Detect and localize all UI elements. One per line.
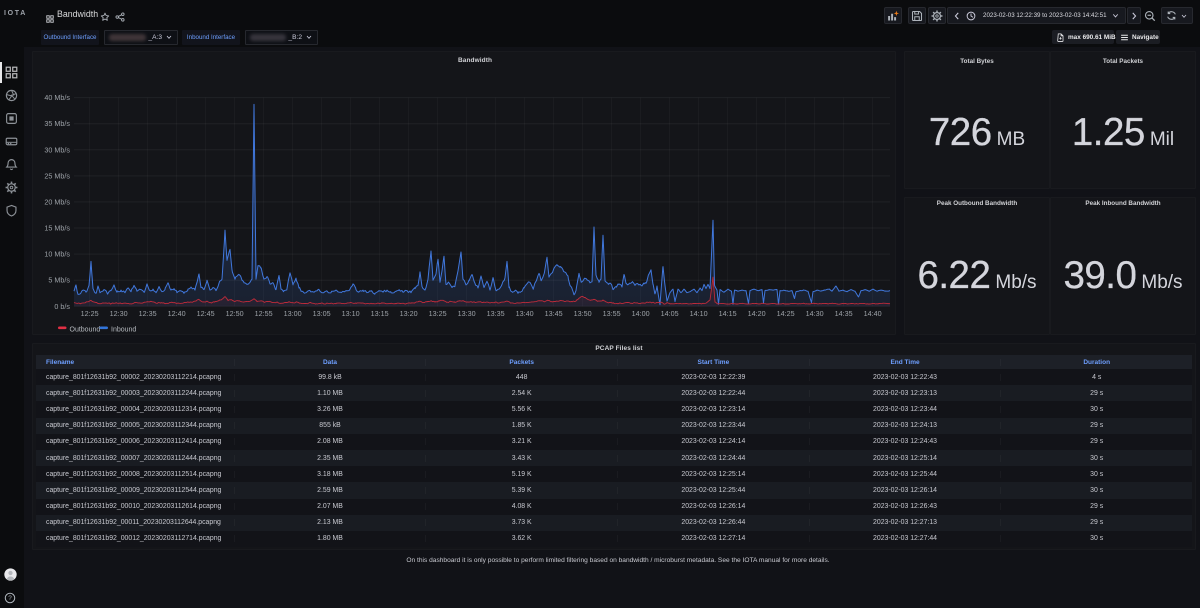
svg-text:12:40: 12:40 — [168, 309, 186, 318]
svg-text:35 Mb/s: 35 Mb/s — [44, 119, 70, 128]
svg-text:13:25: 13:25 — [429, 309, 447, 318]
svg-text:14:10: 14:10 — [690, 309, 708, 318]
svg-text:12:35: 12:35 — [139, 309, 157, 318]
svg-text:14:30: 14:30 — [806, 309, 824, 318]
svg-text:14:05: 14:05 — [661, 309, 679, 318]
svg-text:12:55: 12:55 — [255, 309, 273, 318]
svg-text:30 Mb/s: 30 Mb/s — [44, 145, 70, 154]
svg-text:?: ? — [8, 595, 12, 602]
svg-text:13:35: 13:35 — [487, 309, 505, 318]
svg-text:13:45: 13:45 — [545, 309, 563, 318]
svg-text:25 Mb/s: 25 Mb/s — [44, 171, 70, 180]
svg-text:13:55: 13:55 — [603, 309, 621, 318]
svg-text:20 Mb/s: 20 Mb/s — [44, 197, 70, 206]
svg-text:10 Mb/s: 10 Mb/s — [44, 250, 70, 259]
svg-text:13:30: 13:30 — [458, 309, 476, 318]
svg-text:13:05: 13:05 — [313, 309, 331, 318]
svg-text:5 Mb/s: 5 Mb/s — [48, 276, 70, 285]
svg-text:13:00: 13:00 — [284, 309, 302, 318]
svg-text:14:20: 14:20 — [748, 309, 766, 318]
svg-text:Outbound: Outbound — [70, 327, 101, 334]
svg-text:14:35: 14:35 — [835, 309, 853, 318]
svg-text:14:40: 14:40 — [864, 309, 882, 318]
svg-text:Inbound: Inbound — [111, 327, 136, 334]
svg-text:14:25: 14:25 — [777, 309, 795, 318]
svg-text:40 Mb/s: 40 Mb/s — [44, 93, 70, 102]
svg-text:0 b/s: 0 b/s — [54, 302, 70, 311]
svg-text:14:00: 14:00 — [632, 309, 650, 318]
svg-text:13:40: 13:40 — [516, 309, 534, 318]
svg-text:15 Mb/s: 15 Mb/s — [44, 224, 70, 233]
svg-text:13:50: 13:50 — [574, 309, 592, 318]
svg-text:13:15: 13:15 — [371, 309, 389, 318]
svg-text:14:15: 14:15 — [719, 309, 737, 318]
svg-text:12:45: 12:45 — [197, 309, 215, 318]
svg-text:12:25: 12:25 — [81, 309, 99, 318]
svg-text:13:20: 13:20 — [400, 309, 418, 318]
svg-text:12:50: 12:50 — [226, 309, 244, 318]
svg-text:12:30: 12:30 — [110, 309, 128, 318]
svg-text:13:10: 13:10 — [342, 309, 360, 318]
